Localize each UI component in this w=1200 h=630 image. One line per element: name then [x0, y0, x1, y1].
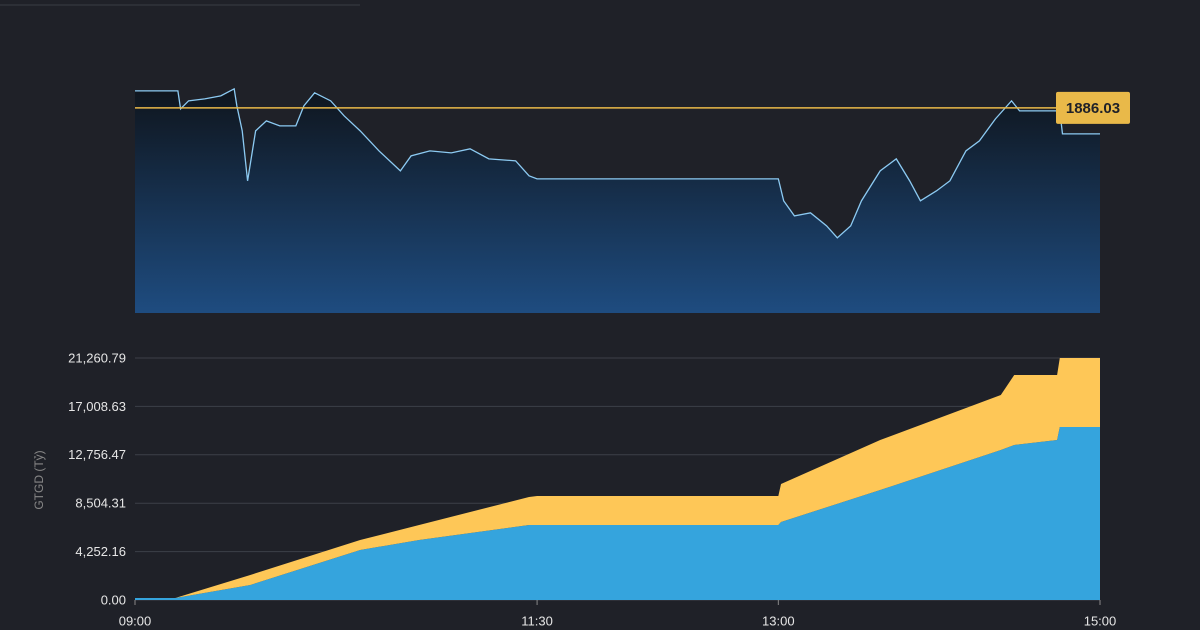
x-tick-label: 09:00: [119, 613, 152, 628]
reference-label: 1886.03: [1066, 100, 1120, 117]
x-tick-label: 13:00: [762, 613, 795, 628]
area-series: [135, 358, 1100, 598]
x-tick-label: 11:30: [521, 613, 553, 628]
y-tick-label: 4,252.16: [75, 544, 126, 559]
price-line: [135, 87, 1100, 239]
y-tick-label: 21,260.79: [68, 350, 126, 365]
y-tick-label: 17,008.63: [68, 399, 126, 414]
y-tick-label: 12,756.47: [68, 447, 126, 462]
y-tick-label: 0.00: [101, 592, 126, 607]
reference-label-box: [1056, 91, 1130, 124]
price-area: [135, 88, 1100, 313]
area-series: [135, 427, 1100, 600]
x-tick-label: 15:00: [1084, 613, 1117, 628]
y-axis-label: GTGD (Tỷ): [32, 450, 46, 509]
y-tick-label: 8,504.31: [75, 496, 126, 511]
